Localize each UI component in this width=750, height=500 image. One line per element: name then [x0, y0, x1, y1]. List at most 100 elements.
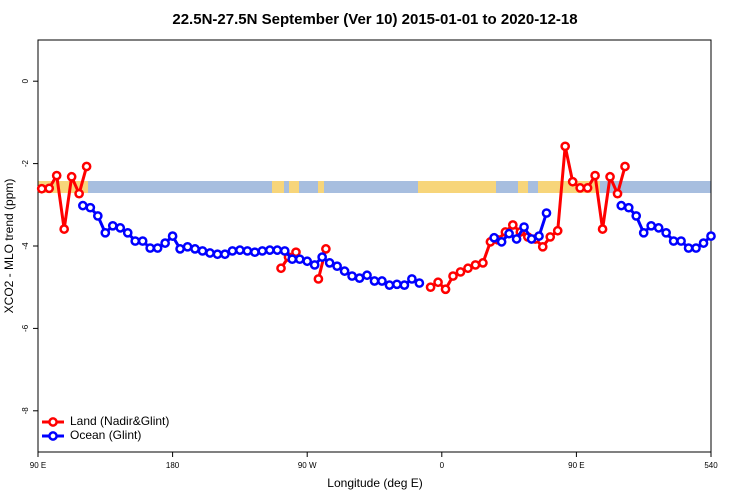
legend-marker — [48, 417, 58, 427]
point — [302, 256, 313, 267]
point — [276, 263, 286, 274]
point — [160, 238, 170, 248]
point — [616, 200, 627, 211]
x-tick-label: 180 — [166, 461, 180, 470]
point — [612, 188, 623, 199]
point — [66, 171, 77, 182]
point — [646, 220, 657, 231]
point — [137, 236, 148, 246]
point — [347, 271, 357, 281]
point — [115, 223, 126, 233]
point — [511, 234, 522, 244]
point — [638, 227, 649, 238]
point — [590, 170, 600, 181]
point — [369, 276, 380, 286]
point — [205, 248, 215, 258]
point — [354, 273, 365, 283]
point — [399, 280, 410, 290]
x-tick-label: 0 — [440, 461, 445, 470]
point — [683, 243, 694, 253]
point — [44, 183, 55, 194]
point — [167, 231, 178, 241]
y-tick-label: -2 — [21, 159, 30, 167]
point — [698, 238, 709, 248]
point — [294, 254, 305, 265]
point — [250, 247, 260, 258]
point — [392, 279, 402, 290]
x-tick-label: 90 W — [298, 461, 317, 470]
legend-label: Ocean (Glint) — [70, 428, 141, 442]
point — [264, 245, 275, 255]
point — [152, 243, 163, 253]
point — [81, 161, 92, 172]
point — [489, 232, 499, 243]
point — [545, 232, 556, 242]
point — [620, 161, 630, 172]
point — [504, 228, 514, 239]
point — [455, 267, 466, 277]
point — [414, 278, 425, 288]
point — [291, 247, 301, 258]
point — [182, 241, 193, 252]
point — [560, 141, 571, 152]
point — [339, 266, 350, 276]
point — [272, 245, 283, 255]
x-tick-label: 90 E — [30, 461, 46, 470]
point — [145, 243, 156, 253]
point — [631, 211, 642, 221]
point — [377, 276, 387, 286]
legend-marker — [48, 431, 58, 441]
legend-label: Land (Nadir&Glint) — [70, 414, 169, 428]
point — [567, 176, 578, 187]
point — [448, 271, 458, 281]
point — [107, 220, 118, 231]
point — [220, 249, 230, 260]
y-tick-label: 0 — [21, 78, 30, 83]
point — [197, 246, 208, 256]
point — [407, 274, 417, 284]
point — [313, 274, 324, 284]
point — [78, 200, 88, 211]
point — [463, 263, 473, 274]
point — [507, 220, 518, 230]
point — [661, 227, 671, 238]
point — [100, 227, 111, 238]
point — [85, 202, 96, 213]
point — [362, 270, 372, 281]
point — [324, 258, 335, 268]
point — [212, 249, 223, 260]
point — [575, 183, 585, 193]
point — [190, 244, 200, 254]
point — [235, 245, 245, 255]
point — [59, 224, 70, 234]
point — [317, 252, 328, 262]
point — [691, 243, 701, 253]
point — [605, 171, 615, 182]
plot-frame — [37, 39, 712, 453]
point — [440, 284, 451, 295]
point — [227, 246, 238, 256]
point — [74, 188, 84, 199]
point — [526, 234, 537, 244]
chart-title: 22.5N-27.5N September (Ver 10) 2015-01-0… — [172, 11, 577, 28]
point — [279, 246, 290, 256]
x-axis-label: Longitude (deg E) — [327, 476, 422, 490]
point — [433, 277, 443, 288]
point — [321, 244, 331, 254]
point — [309, 260, 320, 270]
point — [653, 223, 664, 233]
y-axis-label: XCO2 - MLO trend (ppm) — [2, 179, 16, 314]
y-tick-label: -6 — [21, 324, 30, 332]
point — [541, 208, 552, 218]
point — [242, 246, 253, 256]
point — [257, 246, 268, 256]
point — [582, 183, 593, 193]
point — [425, 282, 436, 293]
point — [623, 202, 634, 213]
x-tick-label: 90 E — [568, 461, 584, 470]
point — [534, 231, 544, 241]
x-tick-label: 540 — [704, 461, 718, 470]
point — [130, 236, 141, 246]
point — [470, 260, 481, 270]
point — [175, 244, 185, 254]
